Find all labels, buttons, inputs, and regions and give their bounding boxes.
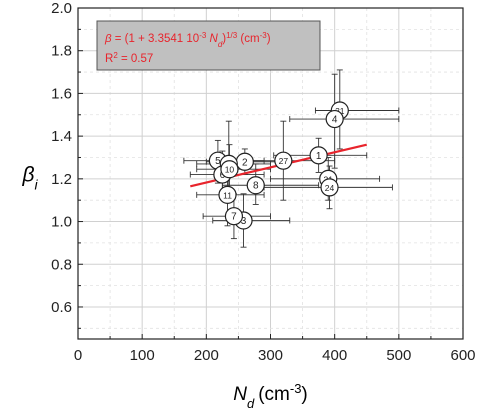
- data-point-label: 5: [215, 156, 221, 167]
- x-label-main: N: [233, 384, 247, 405]
- fit-equation: β = (1 + 3.3541 10-3 Nd)1/3 (cm-3): [104, 31, 271, 49]
- data-point-label: 4: [332, 115, 338, 126]
- eq-part5: ): [267, 33, 271, 45]
- x-tick-label: 500: [386, 347, 411, 364]
- data-point-label: 7: [231, 212, 237, 223]
- data-point: [309, 146, 328, 165]
- data-point-label: 24: [325, 183, 335, 193]
- data-point-label: 11: [223, 190, 232, 200]
- x-tick-label: 600: [450, 347, 475, 364]
- x-tick-label: 100: [130, 347, 155, 364]
- annotation-background: [96, 20, 321, 71]
- x-tick-label: 300: [258, 347, 283, 364]
- data-point: [246, 176, 265, 195]
- data-point-label: 10: [225, 165, 235, 175]
- data-point: [325, 109, 344, 129]
- x-tick-label: 0: [74, 347, 82, 364]
- r2-letter: R: [105, 53, 113, 65]
- x-label-sub: d: [247, 396, 255, 410]
- r2-value: = 0.57: [118, 53, 154, 65]
- y-tick-label: 1.4: [51, 128, 72, 145]
- eq-sub: d: [218, 40, 223, 49]
- data-point: [220, 160, 239, 179]
- eq-sup2: 1/3: [226, 31, 238, 40]
- y-tick-label: 1.2: [51, 171, 72, 188]
- y-axis-label: βi: [21, 164, 38, 193]
- r-squared: R2 = 0.57: [105, 51, 153, 66]
- y-tick-label: 1.6: [51, 85, 72, 102]
- eq-beta: β: [104, 33, 112, 45]
- data-point-label: 27: [279, 156, 289, 166]
- eq-part1: = (1 + 3.3541 10: [112, 33, 200, 45]
- data-point-label: 3: [241, 216, 247, 227]
- data-point: [224, 207, 244, 226]
- x-label-unit-sup: -3: [290, 381, 302, 396]
- data-point-label: 8: [253, 181, 259, 192]
- x-tick-label: 400: [322, 347, 347, 364]
- y-label-main: β: [21, 164, 34, 187]
- y-tick-label: 1.8: [51, 43, 72, 60]
- y-tick-label: 2.0: [51, 0, 72, 17]
- data-point: [274, 151, 293, 170]
- y-tick-label: 0.6: [51, 299, 72, 316]
- data-point-label: 6: [220, 170, 226, 181]
- data-point-label: 2: [242, 157, 248, 168]
- eq-part3: ): [222, 33, 226, 45]
- y-tick-label: 1.0: [51, 214, 72, 231]
- x-label-unit-close: ): [301, 384, 307, 405]
- data-points: 122733145678910112124: [208, 101, 349, 230]
- x-label-unit: (cm: [258, 384, 290, 405]
- x-tick-label: 200: [194, 347, 219, 364]
- data-point: [320, 178, 339, 197]
- x-axis-label: Nd (cm-3): [233, 381, 308, 410]
- eq-part2: N: [206, 33, 218, 45]
- eq-sup3: -3: [260, 31, 268, 40]
- axis-ticks: 0 100 200 300 400 500 600 0.6 0.8 1.0 1.2 1.4 1.6 1.8…: [51, 0, 475, 364]
- r2-sup: 2: [113, 51, 118, 60]
- data-point-label: 31: [335, 106, 345, 116]
- y-label-sub: i: [34, 177, 38, 193]
- data-point: [218, 185, 237, 204]
- data-point-label: 1: [316, 151, 322, 162]
- eq-part4: (cm: [237, 33, 259, 45]
- y-tick-label: 0.8: [51, 256, 72, 273]
- eq-sup1: -3: [199, 31, 207, 40]
- annotation-box: β = (1 + 3.3541 10-3 Nd)1/3 (cm-3) R2 = …: [96, 20, 321, 71]
